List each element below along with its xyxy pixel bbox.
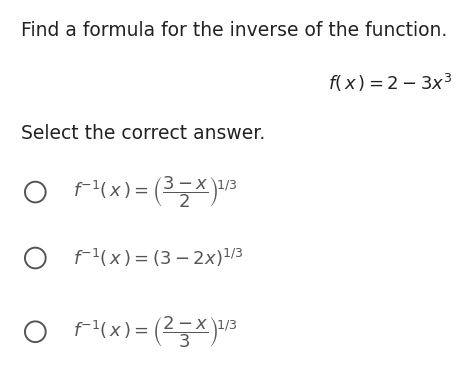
Text: Select the correct answer.: Select the correct answer.: [21, 125, 266, 143]
Text: $\mathit{f}(\,\mathit{x}\,) = 2 - 3\mathit{x}^{3}$: $\mathit{f}(\,\mathit{x}\,) = 2 - 3\math…: [328, 73, 452, 94]
Text: $\mathit{f}^{-1}(\,\mathit{x}\,) = \left(\dfrac{3 - \mathit{x}}{2}\right)^{\!1/3: $\mathit{f}^{-1}(\,\mathit{x}\,) = \left…: [73, 174, 238, 210]
Text: Find a formula for the inverse of the function.: Find a formula for the inverse of the fu…: [21, 21, 447, 40]
Text: $\mathit{f}^{-1}(\,\mathit{x}\,) = (3 - 2\mathit{x})^{1/3}$: $\mathit{f}^{-1}(\,\mathit{x}\,) = (3 - …: [73, 247, 244, 269]
Text: $\mathit{f}^{-1}(\,\mathit{x}\,) = \left(\dfrac{2 - \mathit{x}}{3}\right)^{\!1/3: $\mathit{f}^{-1}(\,\mathit{x}\,) = \left…: [73, 314, 238, 350]
